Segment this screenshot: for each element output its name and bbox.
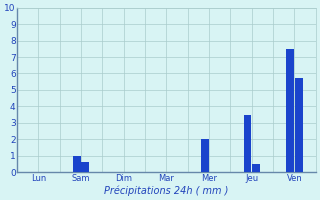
Bar: [201, 139, 209, 172]
Bar: [73, 156, 81, 172]
Bar: [286, 49, 294, 172]
Bar: [295, 78, 302, 172]
Bar: [82, 162, 89, 172]
Bar: [244, 115, 252, 172]
X-axis label: Précipitations 24h ( mm ): Précipitations 24h ( mm ): [104, 185, 228, 196]
Bar: [252, 164, 260, 172]
